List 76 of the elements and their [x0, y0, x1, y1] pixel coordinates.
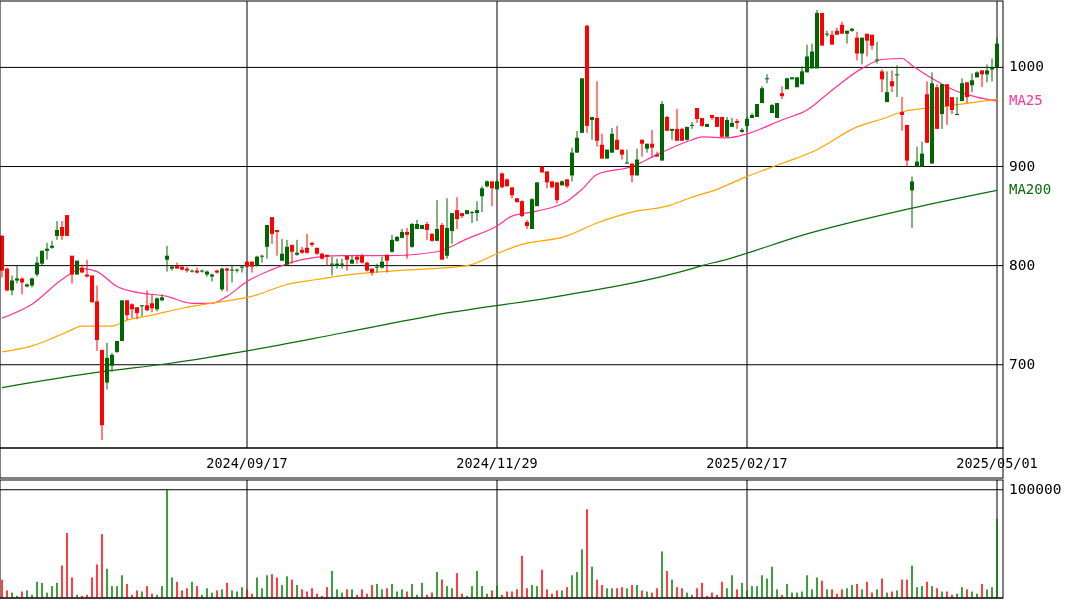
candlestick [860, 37, 864, 65]
x-tick-label: 2025/02/17 [706, 455, 788, 471]
candlestick [970, 72, 974, 93]
line-series [1, 57, 998, 319]
candlestick [425, 221, 429, 241]
candlestick [965, 81, 969, 104]
y-tick-label: 800 [1009, 256, 1036, 273]
candlestick [70, 255, 74, 284]
candlestick [435, 199, 439, 242]
candlestick [295, 239, 299, 257]
candlestick [240, 265, 244, 274]
candlestick [900, 96, 904, 132]
candlestick [875, 41, 879, 64]
candlestick [625, 149, 629, 165]
series-label: MA25 [1009, 92, 1043, 109]
candlestick [490, 180, 494, 207]
candlestick [55, 220, 59, 241]
candlestick [195, 267, 199, 275]
candlestick [735, 118, 739, 130]
y-tick-label: 900 [1009, 157, 1036, 174]
candlestick [45, 242, 49, 261]
candlestick [140, 304, 144, 317]
candlestick [850, 27, 854, 33]
candlestick [825, 30, 829, 38]
candlestick [985, 63, 989, 83]
candlestick [880, 68, 884, 93]
candlestick [615, 125, 619, 151]
x-tick-label: 2025/05/01 [956, 455, 1038, 471]
candlestick [640, 139, 644, 158]
y-tick-label: 100000 [1009, 480, 1062, 497]
candlestick [215, 269, 219, 275]
candlestick [780, 85, 784, 100]
x-tick-label: 2024/11/29 [456, 455, 538, 471]
candlestick [980, 69, 984, 88]
candlestick [310, 241, 314, 248]
candlestick [690, 121, 694, 130]
x-tick-label: 2024/09/17 [206, 455, 288, 471]
candlestick [650, 129, 654, 158]
y-tick-label: 700 [1009, 355, 1036, 372]
candlestick [745, 116, 749, 132]
candlestick [405, 227, 409, 260]
candlestick [165, 245, 169, 273]
y-tick-label: 1000 [1009, 58, 1044, 75]
candlestick [570, 147, 574, 182]
candlestick [575, 130, 579, 154]
candlestick [220, 267, 224, 292]
candlestick [955, 96, 959, 115]
candlestick [205, 270, 209, 278]
candlestick [225, 267, 229, 292]
candlestick [620, 149, 624, 161]
series-label: MA200 [1009, 181, 1052, 198]
candlestick [170, 265, 174, 272]
candlestick [995, 37, 999, 68]
candlestick [260, 254, 264, 264]
candlestick [265, 224, 269, 260]
candlestick [525, 219, 529, 230]
candlestick [600, 133, 604, 160]
candlestick [670, 128, 674, 141]
candlestick [740, 127, 744, 134]
candlestick [350, 255, 354, 265]
candlestick [895, 64, 899, 98]
candlestick [635, 148, 639, 176]
candlestick [210, 273, 214, 282]
candlestick [885, 70, 889, 103]
candlestick [765, 73, 769, 84]
candlestick [655, 151, 659, 158]
candlestick [990, 57, 994, 82]
candlestick [855, 31, 859, 61]
candlestick [890, 69, 894, 93]
candlestick [480, 185, 484, 213]
candlestick [595, 80, 599, 148]
candlestick [10, 275, 14, 296]
candlestick [50, 240, 54, 250]
candlestick [385, 254, 389, 274]
candlestick [845, 30, 849, 45]
candlestick [345, 255, 349, 272]
